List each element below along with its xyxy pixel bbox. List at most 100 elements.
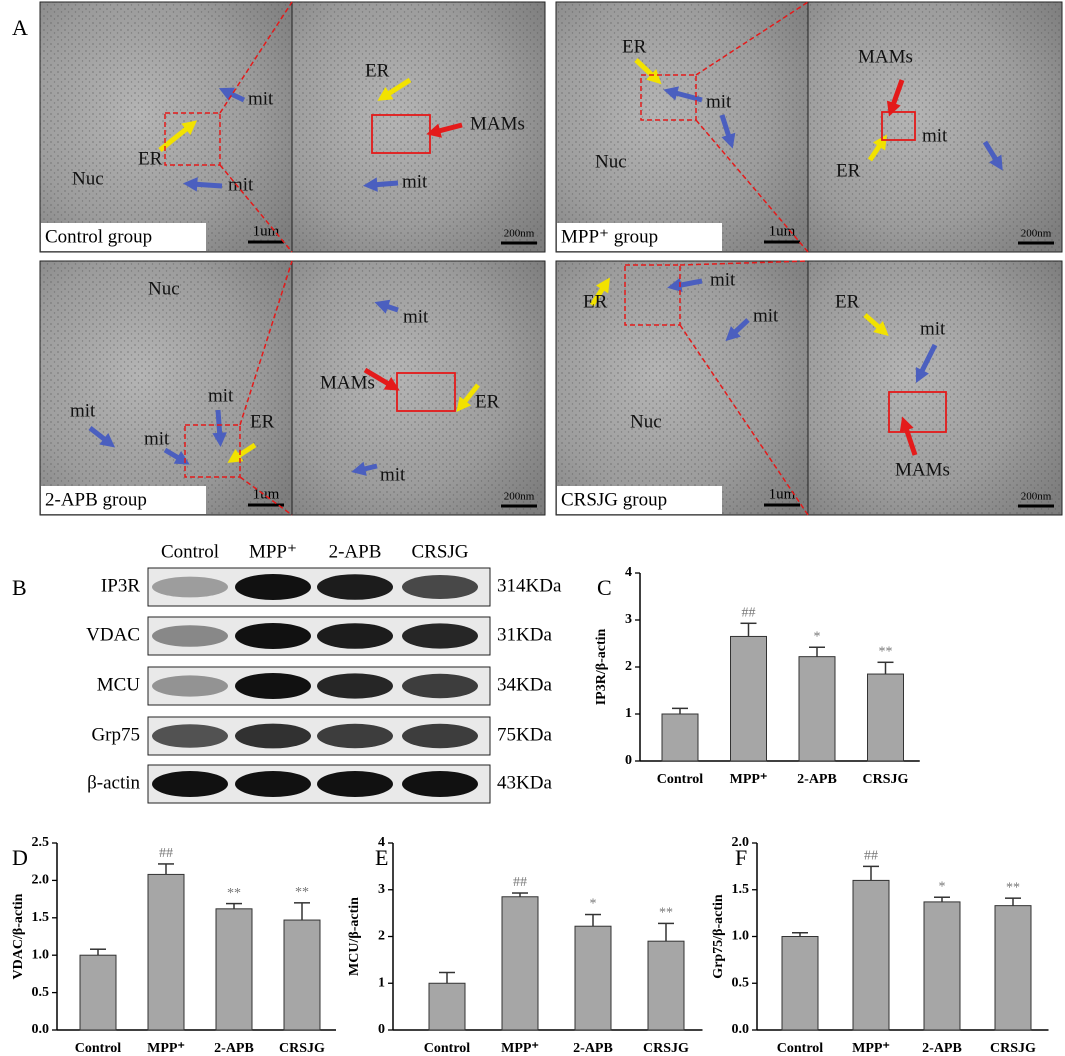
caption-box <box>557 223 722 251</box>
em-arrowhead <box>667 277 683 293</box>
zoom-line <box>239 476 293 516</box>
em-arrowhead <box>663 86 679 101</box>
x-tick-label: Control <box>424 1041 471 1056</box>
size-label: 314KDa <box>497 575 562 596</box>
mams-box <box>888 391 947 433</box>
em-label: Nuc <box>595 151 627 172</box>
x-tick-label: MPP⁺ <box>852 1041 890 1056</box>
x-tick-label: Control <box>75 1041 122 1056</box>
y-tick-label: 1.0 <box>732 929 750 944</box>
row-label: VDAC <box>86 624 140 645</box>
em-caption: MPP⁺ group <box>561 226 658 247</box>
em-label: mit <box>248 88 274 109</box>
scale-text: 1um <box>769 223 796 239</box>
x-tick-label: MPP⁺ <box>730 772 768 787</box>
zoom-box <box>184 424 241 478</box>
bar <box>428 982 466 1031</box>
zoom-line <box>695 119 809 253</box>
bar <box>661 713 699 762</box>
significance: * <box>590 897 597 912</box>
western-blot: Control MPP⁺ 2-APB CRSJG IP3R 314KDa VDAC 31KDa… <box>86 541 562 804</box>
em-arrowhead <box>218 87 235 101</box>
band <box>402 673 478 699</box>
em-label: MAMs <box>858 46 913 67</box>
bar <box>798 656 836 762</box>
significance: ## <box>513 875 527 890</box>
y-tick-label: 3 <box>625 612 632 627</box>
y-tick-label: 1 <box>378 975 385 990</box>
x-tick-label: 2-APB <box>797 772 837 787</box>
bar <box>852 879 890 1031</box>
band <box>235 574 311 600</box>
significance: ## <box>864 849 878 864</box>
em-label: ER <box>836 160 861 181</box>
row-label: IP3R <box>101 575 140 596</box>
band <box>402 623 478 649</box>
em-label: mit <box>706 91 732 112</box>
scale-text: 200nm <box>1021 491 1052 503</box>
bar <box>730 635 767 762</box>
em-texture <box>556 2 808 252</box>
y-tick-label: 2.0 <box>32 873 50 888</box>
band <box>235 723 311 749</box>
caption-box <box>41 486 206 514</box>
scale-text: 1um <box>769 486 796 502</box>
y-tick-label: 4 <box>625 565 632 580</box>
panel-letter: D <box>12 845 28 870</box>
em-texture <box>40 261 292 515</box>
band <box>402 723 478 749</box>
band <box>402 771 478 797</box>
bar <box>647 940 685 1031</box>
em-label: ER <box>250 411 275 432</box>
band <box>152 771 228 797</box>
zoom-line <box>219 1 293 114</box>
bar <box>923 901 961 1031</box>
size-label: 31KDa <box>497 624 552 645</box>
lane-label: 2-APB <box>329 541 382 562</box>
y-tick-label: 4 <box>378 835 385 850</box>
em-label: Nuc <box>148 278 180 299</box>
em-label: mit <box>922 125 948 146</box>
y-tick-label: 1.5 <box>32 910 50 925</box>
row-label: MCU <box>97 674 141 695</box>
em-arrowhead <box>873 134 887 151</box>
x-tick-label: MPP⁺ <box>147 1041 185 1056</box>
panel-letter: C <box>597 575 612 600</box>
x-tick-label: CRSJG <box>990 1041 1036 1056</box>
zoom-box <box>624 264 681 326</box>
bar <box>79 954 117 1031</box>
em-label: ER <box>835 291 860 312</box>
band <box>317 623 393 649</box>
scale-text: 1um <box>253 223 280 239</box>
band <box>235 771 311 797</box>
band <box>152 576 228 598</box>
y-tick-label: 2 <box>625 659 632 674</box>
zoom-line <box>679 324 809 516</box>
mams-box <box>396 372 456 412</box>
y-tick-label: 2 <box>378 929 385 944</box>
y-axis-label: Grp75/β-actin <box>711 894 726 979</box>
band <box>317 771 393 797</box>
significance: ** <box>295 885 309 900</box>
x-tick-label: 2-APB <box>573 1041 613 1056</box>
bar <box>147 873 185 1031</box>
em-label: mit <box>144 428 170 449</box>
em-arrowhead <box>183 177 198 192</box>
em-arrowhead <box>383 377 400 391</box>
y-tick-label: 0.0 <box>32 1022 50 1037</box>
y-axis-label: MCU/β-actin <box>347 897 362 976</box>
band <box>235 623 311 649</box>
caption-box <box>41 223 206 251</box>
em-arrowhead <box>725 326 741 342</box>
lane-label: CRSJG <box>411 541 468 562</box>
significance: * <box>814 629 821 644</box>
bar <box>574 925 612 1031</box>
y-tick-label: 1.5 <box>732 882 750 897</box>
bar-charts: IP3R/β-actin01234Control##MPP⁺*2-APB**CR… <box>11 565 1049 1056</box>
size-label: 75KDa <box>497 724 552 745</box>
y-axis-label: IP3R/β-actin <box>594 628 609 705</box>
em-arrow <box>917 343 938 377</box>
em-texture <box>808 261 1062 515</box>
scale-text: 200nm <box>504 228 535 240</box>
